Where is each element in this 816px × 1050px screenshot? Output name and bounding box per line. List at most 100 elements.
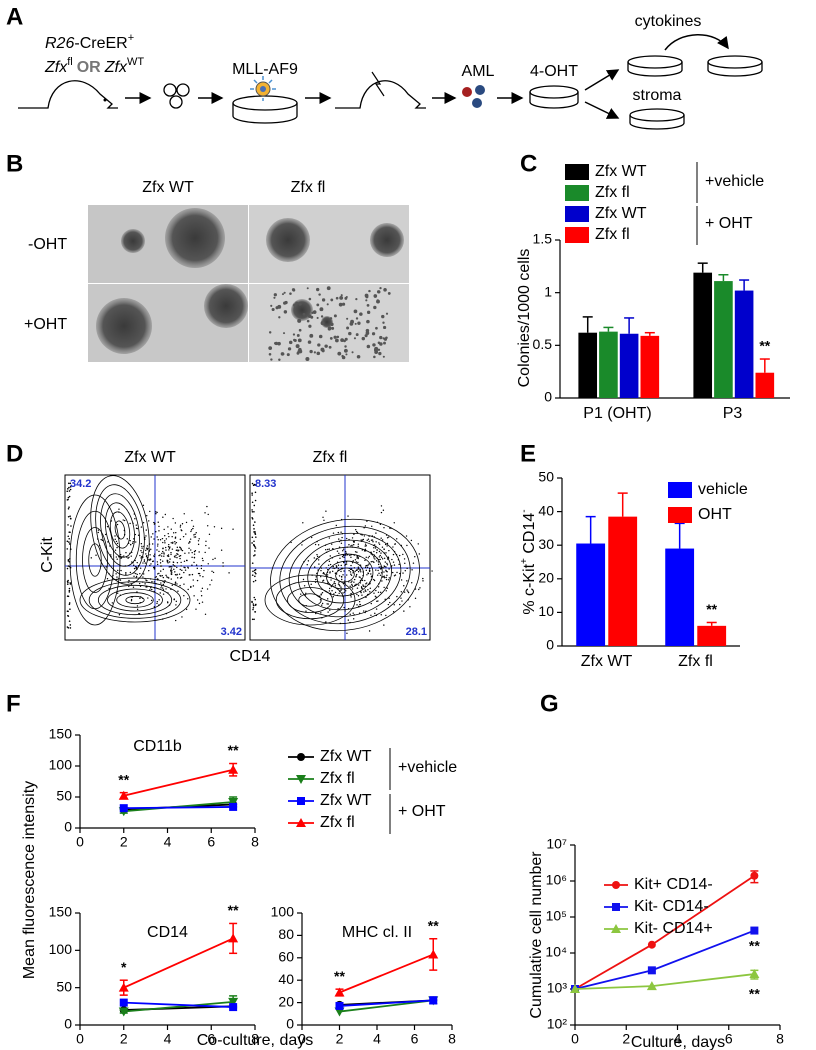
event (386, 564, 389, 566)
cell (319, 307, 324, 312)
event (345, 563, 348, 565)
event (105, 566, 107, 568)
event (167, 555, 170, 558)
event (68, 602, 71, 604)
cell (475, 85, 485, 95)
event (90, 557, 92, 559)
event (381, 539, 384, 541)
event (179, 584, 181, 587)
y-tick-label: 1.5 (533, 231, 553, 247)
contour (270, 518, 420, 632)
event (193, 553, 196, 555)
y-tick-label: 30 (538, 536, 554, 552)
event (125, 572, 127, 574)
event (163, 555, 165, 557)
event (364, 589, 366, 591)
event (338, 546, 341, 548)
event (66, 548, 69, 550)
event (347, 515, 349, 517)
event (183, 583, 185, 585)
x-tick-label: 0 (298, 1031, 306, 1047)
cell (355, 317, 359, 320)
event (191, 573, 194, 576)
legend-label: vehicle (698, 481, 748, 498)
event (160, 570, 162, 572)
column-label: Zfx WT (124, 449, 176, 466)
mouse (18, 80, 118, 109)
event (115, 540, 118, 543)
event (353, 581, 355, 583)
event (350, 556, 352, 559)
event (211, 570, 213, 573)
event (117, 569, 119, 572)
event (383, 571, 385, 573)
cell (317, 343, 321, 347)
bar (714, 281, 733, 398)
event (377, 569, 379, 572)
event (142, 562, 144, 564)
event (170, 553, 172, 556)
event (352, 560, 354, 562)
event (68, 537, 71, 540)
event (123, 555, 125, 557)
event (160, 555, 163, 557)
cell (376, 299, 379, 302)
event (392, 553, 395, 556)
event (346, 554, 349, 556)
event (365, 556, 367, 558)
event (334, 583, 336, 585)
cell (326, 303, 329, 306)
event (340, 575, 343, 578)
event (204, 551, 206, 554)
event (350, 581, 352, 584)
subplot-title: CD14 (147, 924, 188, 941)
event (383, 577, 386, 579)
cell (372, 343, 376, 347)
event (365, 596, 367, 599)
event (145, 586, 147, 588)
cell (378, 351, 382, 356)
event (154, 553, 156, 555)
event (317, 559, 320, 561)
event (67, 615, 70, 617)
event (357, 543, 360, 545)
event (337, 531, 340, 534)
event (360, 539, 362, 541)
event (352, 612, 354, 614)
event (251, 510, 254, 513)
event (155, 576, 158, 578)
event (366, 566, 369, 569)
event (379, 554, 381, 557)
mouse (335, 80, 426, 109)
event (168, 549, 170, 551)
cell (273, 296, 276, 299)
y-tick-label: 10⁵ (546, 908, 567, 924)
event (376, 574, 379, 576)
event (303, 585, 306, 587)
event (68, 591, 71, 593)
event (370, 561, 372, 563)
event (170, 578, 172, 580)
marker (570, 984, 580, 993)
event (392, 571, 394, 574)
cell (283, 332, 286, 335)
event (141, 545, 143, 548)
event (156, 561, 159, 563)
event (181, 523, 184, 525)
cell (379, 335, 383, 340)
label-part: CD14 (521, 513, 538, 558)
significance: ** (749, 937, 760, 953)
bar (665, 548, 695, 646)
event (338, 552, 340, 555)
event (154, 522, 156, 525)
event (205, 544, 207, 547)
event (184, 552, 186, 555)
column-label: Zfx fl (291, 179, 326, 196)
event (135, 572, 137, 575)
dish (627, 55, 683, 69)
event (387, 579, 390, 581)
event (197, 543, 200, 546)
event (179, 568, 181, 571)
cell (306, 287, 309, 290)
event (209, 584, 211, 586)
